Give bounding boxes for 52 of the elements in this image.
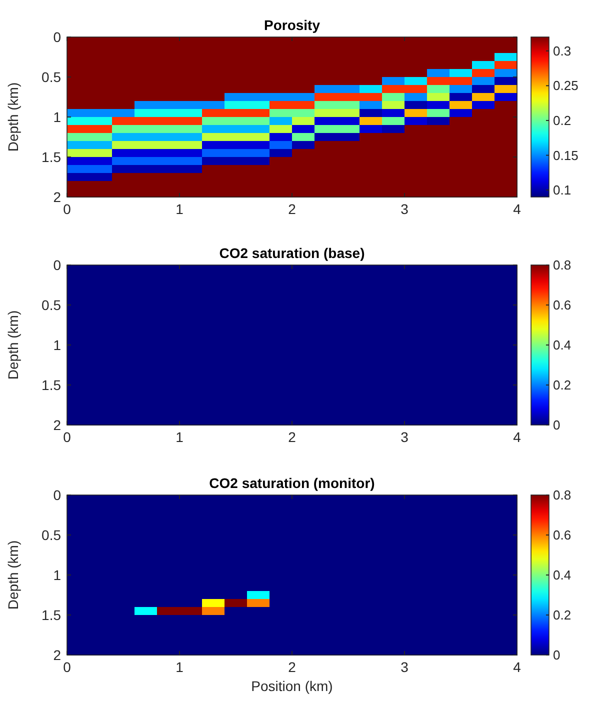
- x-tick-label: 1: [176, 429, 184, 445]
- x-tick-label: 0: [63, 659, 72, 675]
- y-tick-label: 1.5: [42, 148, 62, 165]
- y-tick-label: 0: [53, 486, 62, 503]
- y-tick-label: 0.5: [42, 296, 62, 313]
- color-bar-label: 0.2: [553, 113, 572, 128]
- chart-title: CO2 saturation (base): [219, 245, 365, 261]
- color-bar-label: 0.2: [553, 608, 572, 623]
- x-tick-label: 2: [288, 201, 296, 217]
- x-tick-label: 4: [513, 659, 522, 675]
- x-tick-label: 4: [513, 429, 522, 445]
- x-tick-label: 3: [400, 201, 409, 217]
- y-tick-label: 0: [53, 256, 62, 273]
- color-bar-label: 0.25: [553, 78, 578, 94]
- color-bar-label: 0.1: [553, 182, 572, 198]
- color-bar-label: 0.6: [553, 298, 572, 313]
- color-bar-label: 0: [553, 418, 560, 433]
- y-tick-label: 1.5: [42, 606, 62, 623]
- y-tick-label: 0.5: [42, 68, 62, 85]
- color-bar-label: 0.8: [553, 488, 572, 503]
- chart-title: CO2 saturation (monitor): [209, 475, 375, 491]
- x-tick-label: 1: [176, 659, 184, 675]
- x-tick-label: 2: [288, 659, 296, 675]
- y-tick-label: 2: [53, 188, 62, 205]
- y-axis-title: Depth (km): [5, 82, 21, 152]
- x-tick-label: 2: [288, 429, 296, 445]
- color-bar-label: 0.6: [553, 528, 572, 543]
- y-tick-label: 2: [53, 416, 62, 433]
- x-axis-title: Position (km): [251, 678, 333, 694]
- y-tick-label: 0.5: [42, 526, 62, 543]
- color-bar-label: 0.2: [553, 378, 572, 393]
- x-tick-label: 3: [400, 429, 409, 445]
- color-bar-label: 0.8: [553, 258, 572, 273]
- x-tick-label: 3: [400, 659, 409, 675]
- y-tick-label: 0: [53, 28, 62, 45]
- y-tick-label: 1: [53, 108, 62, 125]
- y-axis-title: Depth (km): [5, 540, 21, 610]
- y-tick-label: 1.5: [42, 376, 62, 393]
- x-tick-label: 4: [513, 201, 522, 217]
- chart-title: Porosity: [264, 17, 320, 33]
- color-bar-label: 0.4: [553, 568, 572, 583]
- color-bar-label: 0.3: [553, 43, 572, 58]
- y-tick-label: 2: [53, 646, 62, 663]
- color-bar-label: 0.15: [553, 148, 578, 163]
- y-tick-label: 1: [53, 336, 62, 353]
- x-tick-label: 0: [63, 201, 72, 217]
- color-bar-label: 0: [553, 648, 560, 663]
- x-tick-label: 0: [63, 429, 72, 445]
- y-axis-title: Depth (km): [5, 310, 21, 380]
- x-tick-label: 1: [176, 201, 184, 217]
- color-bar-label: 0.4: [553, 338, 572, 353]
- y-tick-label: 1: [53, 566, 62, 583]
